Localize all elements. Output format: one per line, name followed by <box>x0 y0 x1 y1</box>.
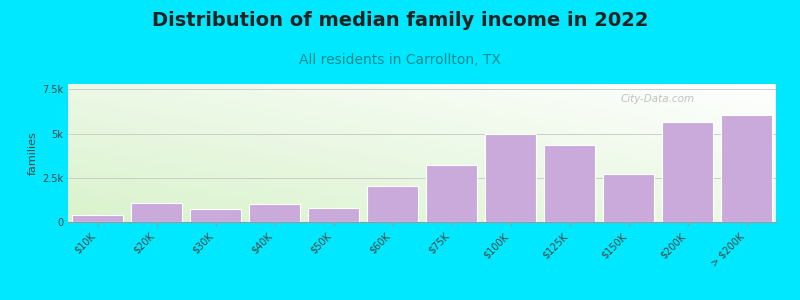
Bar <box>131 202 182 222</box>
Text: All residents in Carrollton, TX: All residents in Carrollton, TX <box>299 53 501 67</box>
Y-axis label: families: families <box>28 131 38 175</box>
Bar <box>722 115 771 222</box>
Bar <box>603 174 654 222</box>
Bar <box>367 186 418 222</box>
Bar <box>73 214 122 222</box>
Text: City-Data.com: City-Data.com <box>620 94 694 104</box>
Bar <box>662 122 713 222</box>
Bar <box>250 204 299 222</box>
Bar <box>486 134 535 222</box>
Bar <box>190 209 241 222</box>
Bar <box>545 145 594 222</box>
Bar <box>309 208 358 222</box>
Text: Distribution of median family income in 2022: Distribution of median family income in … <box>152 11 648 31</box>
Bar <box>426 164 477 222</box>
